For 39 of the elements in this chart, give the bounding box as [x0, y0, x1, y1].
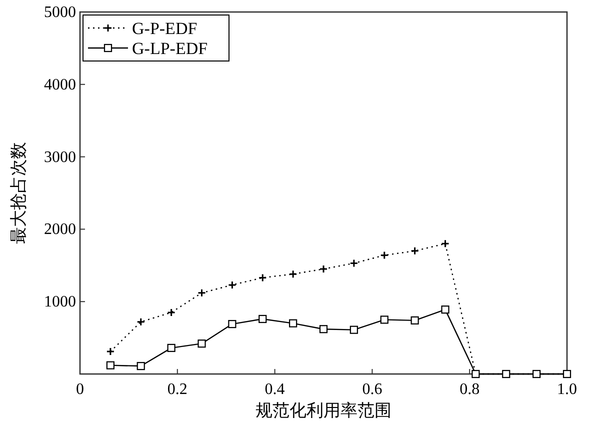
point: [167, 344, 176, 352]
point: [258, 273, 267, 282]
point: [289, 319, 298, 328]
x-tick-label: 0.8: [460, 381, 480, 398]
x-tick-label: 0: [76, 381, 84, 398]
y-tick-label: 1000: [44, 294, 76, 311]
point: [228, 280, 236, 290]
point: [350, 258, 358, 268]
x-axis-title: 规范化利用率范围: [256, 401, 392, 420]
point: [106, 361, 114, 370]
point: [319, 325, 328, 334]
point: [380, 251, 389, 260]
point: [136, 362, 145, 370]
point: [136, 318, 146, 326]
point: [106, 347, 115, 356]
point: [228, 320, 236, 328]
x-tick-label: 0.2: [167, 381, 188, 398]
point: [198, 340, 206, 348]
point: [198, 288, 206, 298]
point: [380, 316, 388, 324]
x-tick-label: 1.0: [557, 381, 577, 398]
legend-label: G-P-EDF: [132, 19, 198, 38]
point: [350, 326, 358, 334]
y-axis-title: 最大抢占次数: [9, 142, 28, 244]
x-tick-label: 0.4: [264, 381, 285, 398]
point: [441, 239, 450, 248]
point: [258, 314, 267, 324]
y-tick-label: 5000: [44, 4, 76, 21]
y-tick-label: 2000: [44, 221, 76, 238]
point: [441, 306, 450, 314]
point: [319, 264, 328, 274]
point: [410, 316, 419, 324]
x-tick-label: 0.6: [362, 381, 382, 398]
point: [167, 308, 176, 317]
point: [410, 246, 420, 256]
y-tick-label: 4000: [44, 76, 76, 94]
legend-label: G-LP-EDF: [132, 39, 208, 58]
point: [288, 270, 298, 278]
y-tick-label: 3000: [44, 148, 76, 166]
